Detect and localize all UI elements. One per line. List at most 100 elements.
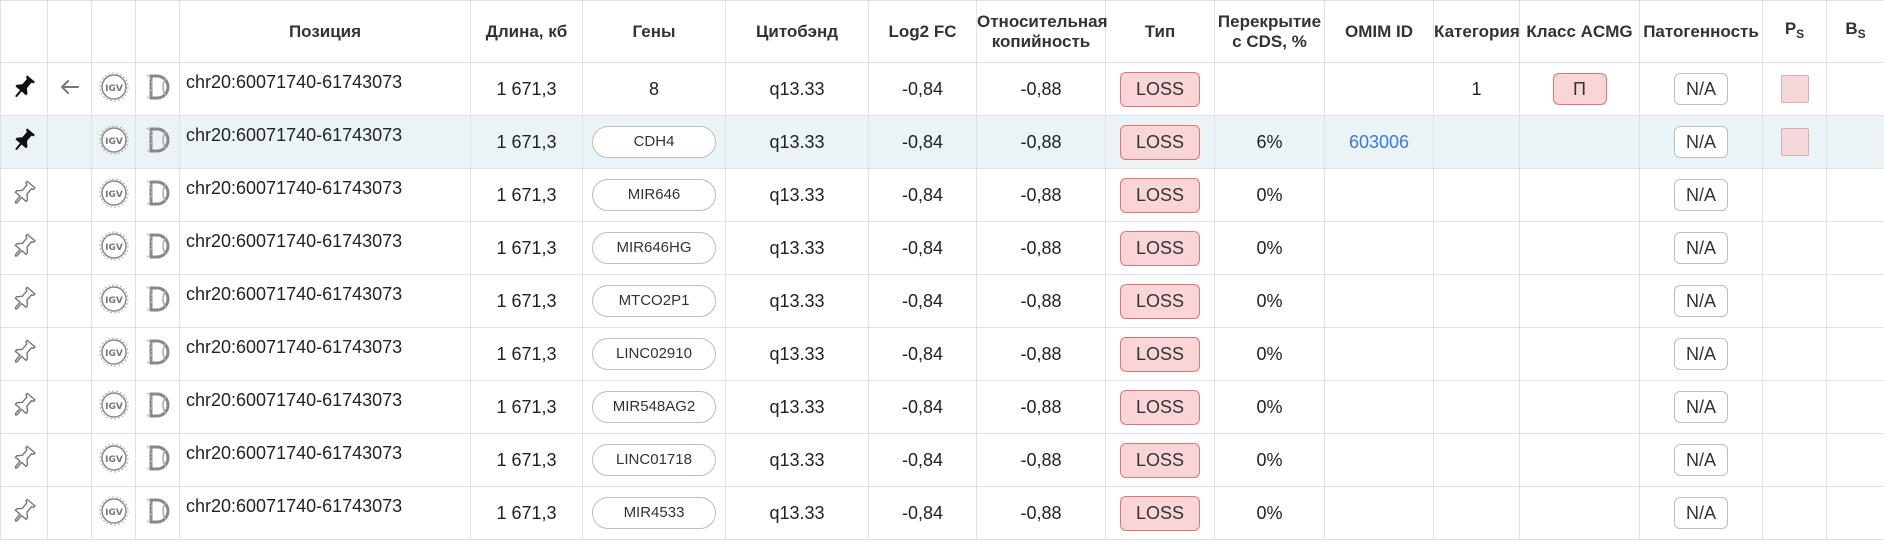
genes-cell: LINC02910	[583, 328, 726, 381]
pathogenicity-cell: N/A	[1640, 275, 1763, 328]
decipher-cell	[136, 487, 180, 540]
pathogenicity-cell: N/A	[1640, 487, 1763, 540]
pin-icon[interactable]	[10, 232, 38, 265]
pathogenicity-select[interactable]: N/A	[1674, 179, 1728, 211]
header-bs[interactable]: BS	[1827, 1, 1884, 63]
header-omim[interactable]: OMIM ID	[1325, 1, 1434, 63]
header-log2fc[interactable]: Log2 FC	[869, 1, 977, 63]
decipher-icon[interactable]	[144, 496, 172, 531]
pin-icon[interactable]	[10, 126, 38, 159]
cytoband-cell: q13.33	[726, 275, 869, 328]
header-acmg[interactable]: Класс ACMG	[1520, 1, 1640, 63]
ps-checkbox[interactable]	[1781, 128, 1809, 156]
igv-icon[interactable]: IGV	[99, 284, 129, 319]
gene-chip[interactable]: MTCO2P1	[592, 285, 716, 317]
header-pathogenicity[interactable]: Патогенность	[1640, 1, 1763, 63]
gene-chip[interactable]: LINC01718	[592, 444, 716, 476]
header-genes[interactable]: Гены	[583, 1, 726, 63]
gene-chip[interactable]: MIR548AG2	[592, 391, 716, 423]
pin-icon[interactable]	[10, 497, 38, 530]
pathogenicity-select[interactable]: N/A	[1674, 126, 1728, 158]
category-cell: 1	[1434, 63, 1520, 116]
header-length[interactable]: Длина, кб	[471, 1, 583, 63]
pin-icon[interactable]	[10, 73, 38, 106]
header-type[interactable]: Тип	[1106, 1, 1215, 63]
pathogenicity-select[interactable]: N/A	[1674, 285, 1728, 317]
decipher-icon[interactable]	[144, 72, 172, 107]
igv-icon[interactable]: IGV	[99, 125, 129, 160]
pathogenicity-select[interactable]: N/A	[1674, 444, 1728, 476]
decipher-cell	[136, 275, 180, 328]
igv-icon[interactable]: IGV	[99, 72, 129, 107]
pathogenicity-select[interactable]: N/A	[1674, 497, 1728, 529]
omim-link[interactable]: 603006	[1349, 132, 1409, 152]
header-position[interactable]: Позиция	[180, 1, 471, 63]
pin-icon[interactable]	[10, 391, 38, 424]
pathogenicity-select[interactable]: N/A	[1674, 232, 1728, 264]
ps-checkbox[interactable]	[1781, 75, 1809, 103]
pathogenicity-select[interactable]: N/A	[1674, 73, 1728, 105]
position-cell: chr20:60071740-61743073	[180, 116, 471, 169]
igv-icon[interactable]: IGV	[99, 337, 129, 372]
decipher-icon[interactable]	[144, 231, 172, 266]
igv-icon[interactable]: IGV	[99, 496, 129, 531]
decipher-icon[interactable]	[144, 337, 172, 372]
genes-cell: CDH4	[583, 116, 726, 169]
back-cell	[48, 275, 92, 328]
pathogenicity-cell: N/A	[1640, 434, 1763, 487]
type-cell: LOSS	[1106, 222, 1215, 275]
decipher-icon[interactable]	[144, 284, 172, 319]
pathogenicity-select[interactable]: N/A	[1674, 391, 1728, 423]
gene-chip[interactable]: CDH4	[592, 126, 716, 158]
gene-chip[interactable]: MIR646HG	[592, 232, 716, 264]
igv-icon[interactable]: IGV	[99, 443, 129, 478]
igv-icon[interactable]: IGV	[99, 390, 129, 425]
pin-icon[interactable]	[10, 179, 38, 212]
header-overlap[interactable]: Перекрытие с CDS, %	[1215, 1, 1325, 63]
decipher-icon[interactable]	[144, 178, 172, 213]
pathogenicity-select[interactable]: N/A	[1674, 338, 1728, 370]
cytoband-cell: q13.33	[726, 434, 869, 487]
gene-chip[interactable]: MIR4533	[592, 497, 716, 529]
header-ps[interactable]: PS	[1763, 1, 1827, 63]
decipher-icon[interactable]	[144, 125, 172, 160]
type-cell: LOSS	[1106, 275, 1215, 328]
bs-cell	[1827, 169, 1884, 222]
decipher-icon[interactable]	[144, 390, 172, 425]
length-cell: 1 671,3	[471, 328, 583, 381]
category-cell	[1434, 275, 1520, 328]
back-arrow-icon[interactable]	[60, 79, 80, 100]
header-overlap-line2: с CDS, %	[1232, 32, 1307, 51]
igv-icon[interactable]: IGV	[99, 178, 129, 213]
header-cytoband[interactable]: Цитобэнд	[726, 1, 869, 63]
acmg-badge[interactable]: П	[1553, 73, 1607, 105]
genes-cell: MIR646	[583, 169, 726, 222]
genes-cell: MIR646HG	[583, 222, 726, 275]
pin-icon[interactable]	[10, 338, 38, 371]
omim-cell	[1325, 328, 1434, 381]
gene-chip[interactable]: LINC02910	[592, 338, 716, 370]
length-cell: 1 671,3	[471, 434, 583, 487]
gene-chip[interactable]: MIR646	[592, 179, 716, 211]
position-cell: chr20:60071740-61743073	[180, 434, 471, 487]
igv-icon[interactable]: IGV	[99, 231, 129, 266]
igv-cell: IGV	[92, 222, 136, 275]
pin-cell	[1, 328, 48, 381]
pin-icon[interactable]	[10, 444, 38, 477]
type-badge: LOSS	[1120, 284, 1200, 319]
header-relative-copy[interactable]: Относительная копийность	[977, 1, 1106, 63]
svg-text:IGV: IGV	[105, 137, 123, 147]
decipher-icon[interactable]	[144, 443, 172, 478]
pin-icon[interactable]	[10, 285, 38, 318]
header-category[interactable]: Категория	[1434, 1, 1520, 63]
